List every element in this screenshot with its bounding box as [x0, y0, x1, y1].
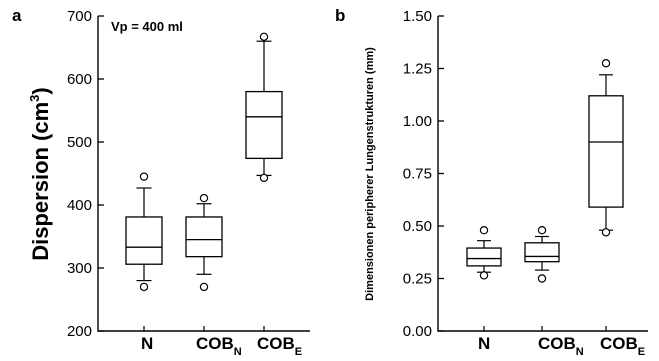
panel-a-box-1: [125, 172, 163, 292]
panel-b-ytick-label: 0.75: [403, 166, 432, 183]
panel-b-letter: b: [335, 6, 345, 25]
outlier-point: [199, 193, 209, 203]
outlier-point: [139, 282, 149, 292]
panel-b-ytick-label: 0.25: [403, 271, 432, 288]
iqr-box: [245, 90, 283, 160]
outlier-point: [537, 274, 547, 283]
panel-a-y-axis-label: Dispersion (cm3): [27, 87, 53, 261]
panel-b-category-label: COBN: [538, 334, 584, 358]
panel-a-category-label: COBN: [196, 334, 242, 358]
panel-b-ytick-label: 0.00: [403, 323, 432, 340]
outlier-point: [479, 225, 489, 235]
panel-a-letter: a: [12, 6, 22, 25]
panel-a-ytick-label: 500: [67, 134, 92, 151]
panel-a-box-2: [185, 193, 223, 292]
panel-b-ytick-label: 1.25: [403, 61, 432, 78]
panel-b-y-axis-label: Dimensionen peripherer Lungenstrukturen …: [364, 47, 376, 301]
panel-b-box-1: [466, 225, 502, 280]
panel-a-ytick-label: 300: [67, 260, 92, 277]
outlier-point: [601, 228, 611, 237]
iqr-box: [466, 247, 502, 267]
panel-b-box-2: [524, 225, 560, 283]
panel-a-category-label: COBE: [257, 334, 302, 358]
outlier-point: [479, 271, 489, 280]
panel-a-category-label: N: [141, 334, 153, 353]
panel-a-ytick-label: 600: [67, 71, 92, 88]
iqr-box: [524, 242, 560, 263]
panel-b-category-label: COBE: [600, 334, 645, 358]
panel-b-ytick-label: 0.50: [403, 218, 432, 235]
iqr-box: [125, 216, 163, 265]
iqr-box: [185, 216, 223, 258]
panel-a-ytick-label: 700: [67, 8, 92, 25]
outlier-point: [537, 225, 547, 235]
outlier-point: [259, 173, 269, 183]
panel-b-box-3: [588, 59, 624, 237]
outlier-point: [199, 282, 209, 292]
panel-a-ytick-label: 400: [67, 197, 92, 214]
panel-a-ytick-label: 200: [67, 323, 92, 340]
panel-a-box-3: [245, 32, 283, 183]
panel-a-annotation: Vp = 400 ml: [111, 19, 183, 34]
panel-b-category-label: N: [478, 334, 490, 353]
outlier-point: [259, 32, 269, 41]
iqr-box: [588, 95, 624, 208]
panel-b-ytick-label: 1.00: [403, 113, 432, 130]
outlier-point: [139, 172, 149, 181]
outlier-point: [601, 59, 611, 68]
panel-b-ytick-label: 1.50: [403, 8, 432, 25]
